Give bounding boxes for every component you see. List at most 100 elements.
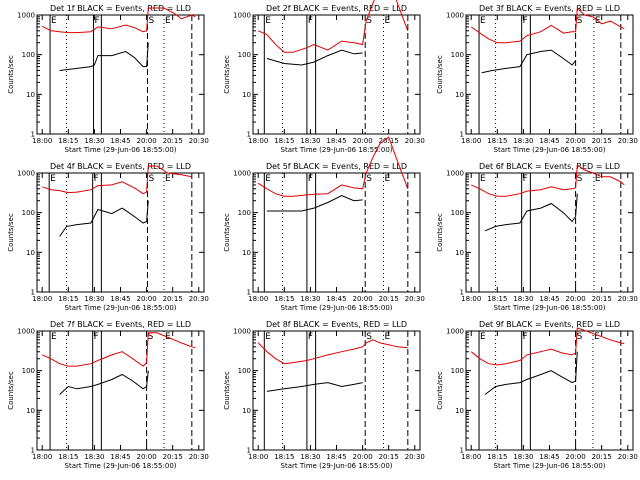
event-marker-label: E: [50, 174, 56, 184]
y-tick-label: 10: [455, 407, 464, 415]
y-tick-label: 1000: [233, 170, 251, 178]
lld-series-line: [257, 136, 409, 197]
y-axis-label: Counts/sec: [223, 213, 231, 252]
y-axis-label: Counts/sec: [223, 371, 231, 410]
event-marker-label: E: [595, 174, 601, 184]
event-marker-label: S: [148, 16, 154, 26]
y-tick-label: 10: [455, 91, 464, 99]
x-axis-label: Start Time (29-Jun-06 18:55:00): [494, 304, 606, 312]
y-tick-label: 10: [242, 91, 251, 99]
x-tick-label: 18:30: [84, 137, 104, 145]
event-marker-label: S: [577, 16, 583, 26]
y-axis-label: Counts/sec: [7, 371, 15, 410]
event-marker-label: E: [480, 332, 486, 342]
lld-series-line: [470, 327, 625, 366]
event-marker-label: E: [51, 332, 57, 342]
events-series-line: [481, 49, 576, 74]
x-tick-label: 20:15: [592, 453, 612, 461]
x-tick-label: 18:45: [326, 295, 346, 303]
lld-series-line: [41, 332, 196, 367]
x-tick-label: 18:15: [487, 295, 507, 303]
plot-frame: [36, 330, 205, 451]
y-tick-label: 1000: [446, 170, 464, 178]
lld-series-line: [257, 339, 408, 365]
x-tick-label: 18:15: [274, 137, 294, 145]
x-tick-label: 20:15: [163, 453, 183, 461]
event-marker-label: F: [308, 174, 313, 184]
events-series-line: [59, 370, 149, 395]
panel-title: Det 9f BLACK = Events, RED = LLD: [479, 320, 620, 329]
x-tick-label: 20:00: [566, 453, 586, 461]
panel-title: Det 8f BLACK = Events, RED = LLD: [266, 320, 407, 329]
event-marker-label: S: [148, 332, 154, 342]
x-tick-label: 20:30: [189, 137, 209, 145]
x-tick-label: 18:00: [248, 137, 268, 145]
y-tick-label: 1: [31, 131, 35, 139]
event-marker-label: E: [165, 174, 171, 184]
event-marker-label: S: [366, 174, 372, 184]
x-tick-label: 20:30: [405, 295, 425, 303]
x-tick-label: 20:30: [618, 137, 638, 145]
plot-frame: [252, 330, 421, 451]
x-tick-label: 18:45: [539, 453, 559, 461]
x-tick-label: 20:00: [566, 295, 586, 303]
lld-series-line: [257, 0, 409, 53]
y-axis-label: Counts/sec: [223, 55, 231, 94]
x-tick-label: 20:30: [618, 295, 638, 303]
events-series-line: [266, 382, 363, 392]
x-axis-label: Start Time (29-Jun-06 18:55:00): [494, 462, 606, 470]
x-tick-label: 20:00: [137, 137, 157, 145]
event-marker-label: F: [308, 332, 313, 342]
panel-title: Det 2f BLACK = Events, RED = LLD: [266, 4, 407, 13]
y-tick-label: 1000: [17, 328, 35, 336]
y-tick-label: 10: [26, 91, 35, 99]
panel-title: Det 7f BLACK = Events, RED = LLD: [50, 320, 191, 329]
y-axis-label: Counts/sec: [7, 213, 15, 252]
event-marker-label: E: [265, 16, 271, 26]
y-tick-label: 100: [22, 51, 35, 59]
x-tick-label: 18:45: [326, 137, 346, 145]
y-tick-label: 1: [31, 289, 35, 297]
lld-series-line: [41, 7, 196, 34]
x-tick-label: 20:15: [163, 137, 183, 145]
event-marker-label: S: [366, 16, 372, 26]
x-tick-label: 18:00: [461, 295, 481, 303]
events-series-line: [484, 351, 578, 395]
lld-series-line: [470, 6, 625, 44]
y-tick-label: 10: [26, 249, 35, 257]
x-axis-label: Start Time (29-Jun-06 18:55:00): [494, 146, 606, 154]
x-tick-label: 18:45: [110, 453, 130, 461]
y-tick-label: 100: [238, 51, 251, 59]
y-tick-label: 1000: [233, 328, 251, 336]
x-tick-label: 18:15: [487, 137, 507, 145]
x-axis-label: Start Time (29-Jun-06 18:55:00): [65, 146, 177, 154]
event-marker-label: E: [51, 16, 57, 26]
event-marker-label: E: [384, 332, 390, 342]
y-tick-label: 100: [238, 209, 251, 217]
y-tick-label: 100: [451, 367, 464, 375]
x-tick-label: 18:15: [58, 137, 78, 145]
event-marker-label: E: [265, 174, 271, 184]
y-tick-label: 100: [238, 367, 251, 375]
event-marker-label: E: [480, 16, 486, 26]
panel-title: Det 6f BLACK = Events, RED = LLD: [479, 162, 620, 171]
panel-title: Det 3f BLACK = Events, RED = LLD: [479, 4, 620, 13]
x-tick-label: 18:30: [300, 295, 320, 303]
event-marker-label: F: [94, 332, 99, 342]
y-tick-label: 100: [451, 51, 464, 59]
x-tick-label: 20:00: [353, 295, 373, 303]
x-tick-label: 18:00: [32, 137, 52, 145]
y-tick-label: 10: [455, 249, 464, 257]
x-tick-label: 20:30: [189, 453, 209, 461]
x-tick-label: 18:15: [58, 453, 78, 461]
events-series-line: [266, 49, 363, 66]
x-tick-label: 18:00: [461, 137, 481, 145]
plot-frame: [252, 172, 421, 293]
y-tick-label: 1000: [446, 328, 464, 336]
event-marker-label: S: [577, 332, 583, 342]
event-marker-label: S: [577, 174, 583, 184]
event-marker-label: S: [366, 332, 372, 342]
x-tick-label: 20:00: [137, 453, 157, 461]
y-tick-label: 10: [26, 407, 35, 415]
